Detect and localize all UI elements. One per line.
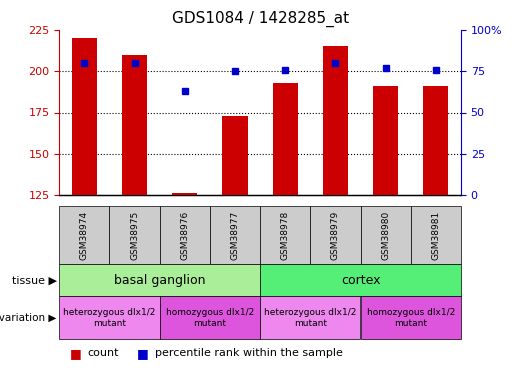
Text: GSM38977: GSM38977 xyxy=(231,211,239,260)
Text: genotype/variation ▶: genotype/variation ▶ xyxy=(0,313,57,323)
Text: basal ganglion: basal ganglion xyxy=(114,274,205,287)
Text: GSM38978: GSM38978 xyxy=(281,211,289,260)
Bar xyxy=(122,55,147,195)
Text: heterozygous dlx1/2
mutant: heterozygous dlx1/2 mutant xyxy=(264,308,356,327)
Bar xyxy=(172,194,197,195)
Text: GSM38981: GSM38981 xyxy=(432,211,440,260)
Text: GSM38976: GSM38976 xyxy=(180,211,189,260)
Text: ■: ■ xyxy=(136,347,148,360)
Text: heterozygous dlx1/2
mutant: heterozygous dlx1/2 mutant xyxy=(63,308,156,327)
Text: homozygous dlx1/2
mutant: homozygous dlx1/2 mutant xyxy=(367,308,455,327)
Bar xyxy=(373,86,398,195)
Title: GDS1084 / 1428285_at: GDS1084 / 1428285_at xyxy=(171,11,349,27)
Text: homozygous dlx1/2
mutant: homozygous dlx1/2 mutant xyxy=(166,308,254,327)
Text: tissue ▶: tissue ▶ xyxy=(12,275,57,285)
Bar xyxy=(272,83,298,195)
Bar xyxy=(222,116,248,195)
Text: GSM38974: GSM38974 xyxy=(80,211,89,260)
Text: GSM38980: GSM38980 xyxy=(381,211,390,260)
Bar xyxy=(323,46,348,195)
Text: count: count xyxy=(88,348,119,358)
Text: GSM38975: GSM38975 xyxy=(130,211,139,260)
Text: percentile rank within the sample: percentile rank within the sample xyxy=(154,348,342,358)
Text: GSM38979: GSM38979 xyxy=(331,211,340,260)
Text: cortex: cortex xyxy=(341,274,380,287)
Bar xyxy=(423,86,449,195)
Text: ■: ■ xyxy=(70,347,81,360)
Bar xyxy=(72,38,97,195)
